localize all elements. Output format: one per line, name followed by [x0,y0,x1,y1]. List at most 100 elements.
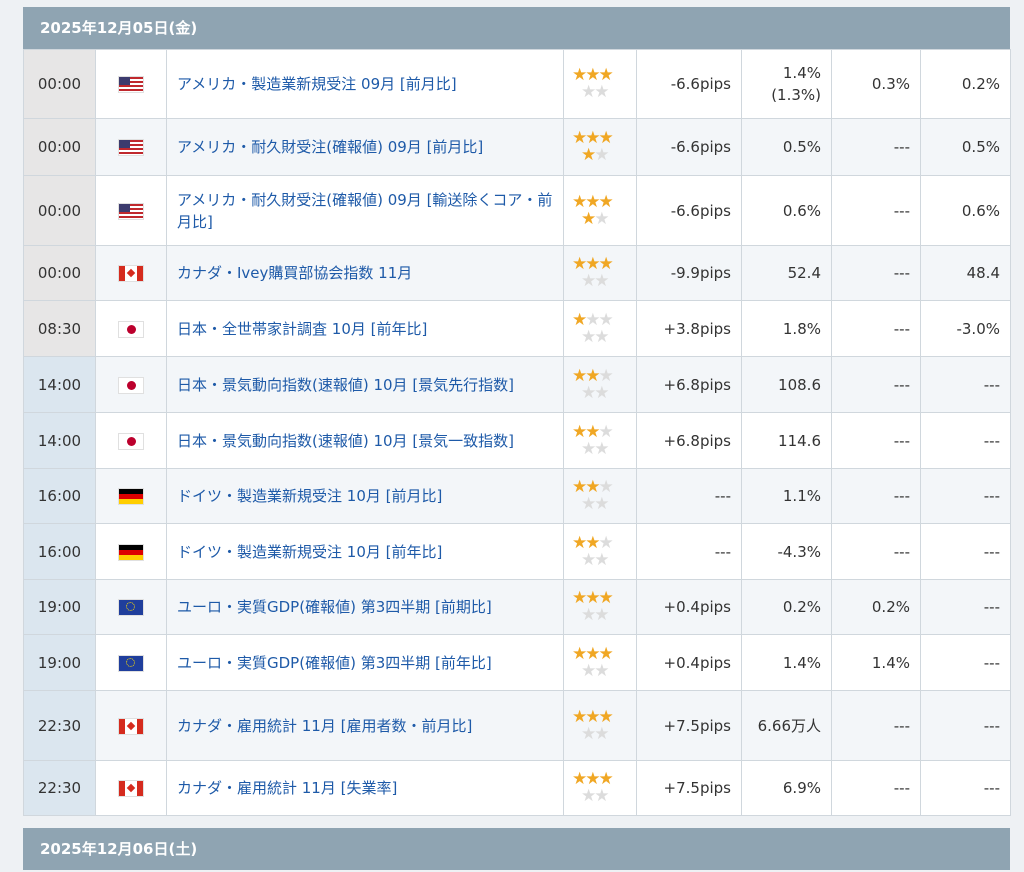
event-name-cell: 日本・景気動向指数(速報値) 10月 [景気一致指数] [166,412,564,469]
star-icon: ★ [581,82,596,102]
forecast-value: --- [831,523,921,580]
event-time: 19:00 [23,579,96,635]
event-link[interactable]: アメリカ・製造業新規受注 09月 [前月比] [177,75,457,93]
pips-value: -9.9pips [636,245,742,301]
actual-value: --- [920,579,1011,635]
country-cell [95,175,167,246]
previous-cell: 6.9% [741,760,832,816]
star-icon: ★ [585,191,600,212]
pips-value: -6.6pips [636,175,742,246]
event-row: 22:30 カナダ・雇用統計 11月 [雇用者数・前月比] ★★★ ★★ +7.5pip… [23,690,1011,761]
event-link[interactable]: カナダ・雇用統計 11月 [雇用者数・前月比] [177,716,473,735]
previous-cell: -4.3% [741,523,832,580]
star-icon: ★ [572,769,587,789]
forecast-value: --- [831,245,921,301]
event-name-cell: ユーロ・実質GDP(確報値) 第3四半期 [前年比] [166,634,564,691]
event-name-cell: 日本・全世帯家計調査 10月 [前年比] [166,300,564,357]
previous-value: 114.6 [778,431,821,450]
event-link[interactable]: ドイツ・製造業新規受注 10月 [前年比] [177,542,443,561]
country-cell [95,690,167,761]
event-row: 19:00 ユーロ・実質GDP(確報値) 第3四半期 [前年比] ★★★ ★★ +0.4… [23,634,1011,691]
actual-value: 0.5% [920,118,1011,176]
forecast-value: --- [831,690,921,761]
previous-value: 1.1% [782,487,821,505]
star-icon: ★ [581,438,596,459]
event-link[interactable]: ドイツ・製造業新規受注 10月 [前月比] [177,487,443,505]
previous-value: 1.4% [782,653,821,672]
importance-rating: ★★★ ★★ [563,356,637,413]
star-icon: ★ [572,532,587,553]
importance-rating: ★★★ ★★ [563,118,637,176]
event-row: 00:00 アメリカ・製造業新規受注 09月 [前月比] ★★★ ★★ -6.6pips… [23,49,1011,119]
event-link[interactable]: 日本・景気動向指数(速報値) 10月 [景気先行指数] [177,375,515,394]
star-icon: ★ [594,494,609,514]
event-time: 00:00 [23,175,96,246]
star-icon: ★ [594,382,609,403]
forecast-value: 0.2% [831,579,921,635]
star-icon: ★ [581,494,596,514]
actual-value: --- [920,412,1011,469]
star-icon: ★ [594,271,609,291]
previous-value: 52.4 [787,264,821,282]
star-icon: ★ [598,191,614,212]
star-icon: ★ [598,643,614,664]
event-name-cell: ドイツ・製造業新規受注 10月 [前年比] [166,523,564,580]
star-icon: ★ [581,660,596,681]
previous-value: 0.6% [782,201,821,220]
event-time: 19:00 [23,634,96,691]
star-icon: ★ [598,254,614,274]
star-icon: ★ [572,643,587,664]
previous-value: 0.5% [782,138,821,156]
star-icon: ★ [572,254,587,274]
event-link[interactable]: カナダ・雇用統計 11月 [失業率] [177,779,398,797]
pips-value: +0.4pips [636,634,742,691]
star-icon: ★ [572,588,587,608]
star-icon: ★ [594,549,609,570]
pips-value: +7.5pips [636,690,742,761]
importance-rating: ★★★ ★★ [563,412,637,469]
event-row: 19:00 ユーロ・実質GDP(確報値) 第3四半期 [前期比] ★★★ ★★ +0.4… [23,579,1011,635]
importance-rating: ★★★ ★★ [563,523,637,580]
ca-flag-icon [119,781,143,796]
country-cell [95,300,167,357]
event-link[interactable]: 日本・景気動向指数(速報値) 10月 [景気一致指数] [177,431,515,450]
event-name-cell: カナダ・雇用統計 11月 [雇用者数・前月比] [166,690,564,761]
star-icon: ★ [585,365,600,386]
star-icon: ★ [581,326,596,347]
us-flag-icon [119,203,143,219]
event-link[interactable]: カナダ・Ivey購買部協会指数 11月 [177,264,413,282]
event-link[interactable]: 日本・全世帯家計調査 10月 [前年比] [177,319,428,338]
event-link[interactable]: アメリカ・耐久財受注(確報値) 09月 [前月比] [177,138,484,156]
actual-value: --- [920,523,1011,580]
event-link[interactable]: ユーロ・実質GDP(確報値) 第3四半期 [前期比] [177,598,492,616]
importance-rating: ★★★ ★★ [563,300,637,357]
star-icon: ★ [594,438,609,459]
previous-value: 1.4% [782,64,821,82]
country-cell [95,468,167,524]
star-icon: ★ [581,605,596,625]
star-icon: ★ [572,421,587,442]
previous-cell: 0.6% [741,175,832,246]
pips-value: +6.8pips [636,356,742,413]
importance-rating: ★★★ ★★ [563,690,637,761]
star-icon: ★ [581,549,596,570]
star-icon: ★ [594,82,609,102]
pips-value: +0.4pips [636,579,742,635]
pips-value: +6.8pips [636,412,742,469]
events-table: 00:00 アメリカ・製造業新規受注 09月 [前月比] ★★★ ★★ -6.6pips… [23,49,1011,816]
star-icon: ★ [594,605,609,625]
previous-cell: 1.4% (1.3%) [741,49,832,119]
event-link[interactable]: ユーロ・実質GDP(確報値) 第3四半期 [前年比] [177,653,492,672]
event-link[interactable]: アメリカ・耐久財受注(確報値) 09月 [輸送除くコア・前月比] [177,190,553,231]
event-row: 16:00 ドイツ・製造業新規受注 10月 [前年比] ★★★ ★★ --- -4.3% -… [23,523,1011,580]
star-icon: ★ [585,706,600,727]
event-time: 00:00 [23,245,96,301]
event-time: 14:00 [23,412,96,469]
event-row: 00:00 カナダ・Ivey購買部協会指数 11月 ★★★ ★★ -9.9pips 52.… [23,245,1011,301]
pips-value: -6.6pips [636,118,742,176]
star-icon: ★ [572,309,587,330]
star-icon: ★ [572,128,587,148]
previous-value: 6.66万人 [757,716,821,735]
star-icon: ★ [585,769,600,789]
pips-value: -6.6pips [636,49,742,119]
